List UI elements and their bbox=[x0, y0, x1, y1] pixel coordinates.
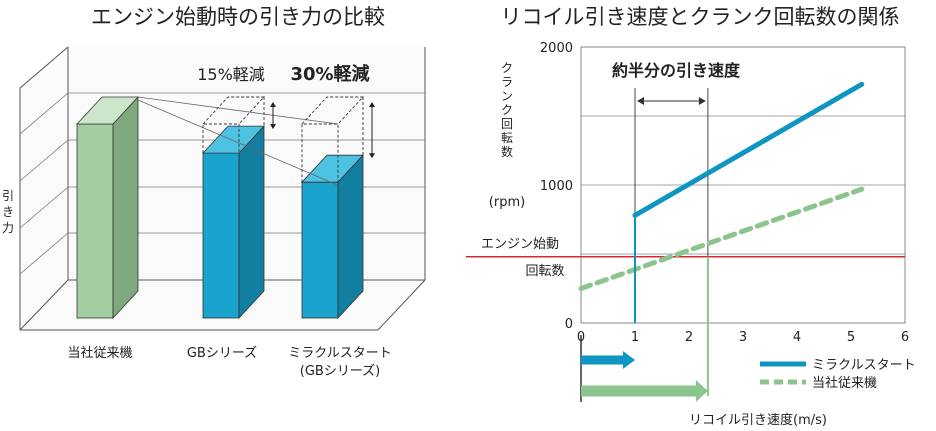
x-tick-label: 3 bbox=[739, 330, 747, 345]
line-chart-series bbox=[578, 81, 865, 396]
line-chart-speed-arrows bbox=[580, 335, 708, 402]
x-tick-label: 4 bbox=[793, 330, 801, 345]
legend-label: ミラクルスタート bbox=[812, 358, 916, 373]
bar-front bbox=[301, 181, 339, 319]
svg-text:き: き bbox=[2, 205, 14, 219]
bar-grid-side bbox=[19, 232, 69, 275]
bar-connector bbox=[137, 99, 339, 186]
bar-side bbox=[112, 95, 139, 320]
svg-text:ク: ク bbox=[501, 103, 513, 117]
bar-annotation-label: 30%軽減 bbox=[290, 63, 369, 85]
svg-text:力: 力 bbox=[2, 221, 14, 235]
threshold-label-2: 回転数 bbox=[525, 264, 564, 279]
series-line bbox=[578, 186, 865, 291]
bar-ghost-outline bbox=[301, 96, 365, 183]
line-chart-xlabel: リコイル引き速度(m/s) bbox=[689, 412, 827, 428]
bar-front bbox=[202, 152, 240, 319]
bar-grid-side bbox=[19, 139, 69, 182]
bar-annotation-label: 15%軽減 bbox=[197, 65, 265, 84]
speed-arrow bbox=[581, 380, 708, 402]
bar-category-label: ミラクルスタート bbox=[288, 346, 392, 361]
bar-category-label: 当社従来機 bbox=[67, 345, 132, 361]
y-tick-label: 1000 bbox=[540, 179, 573, 194]
speed-arrow bbox=[581, 351, 635, 369]
bar-chart: エンジン始動時の引き力の比較 引 き 力 15%軽減 30%軽減 当社従来機 GBシ… bbox=[2, 5, 426, 379]
bar-top bbox=[301, 154, 364, 183]
line-chart: リコイル引き速度とクランク回転数の関係 ク ラ ン ク 回 転 数 (rpm) … bbox=[466, 5, 916, 428]
bar-grid-side bbox=[19, 92, 69, 135]
x-tick-label: 2 bbox=[685, 330, 693, 345]
series-line bbox=[632, 81, 865, 218]
bar-front bbox=[76, 123, 114, 319]
span-arrowhead bbox=[637, 97, 644, 105]
x-tick-label: 6 bbox=[901, 330, 909, 345]
svg-text:引: 引 bbox=[2, 189, 14, 203]
bar-category-label: (GBシリーズ) bbox=[300, 363, 381, 379]
x-tick-label: 5 bbox=[847, 330, 855, 345]
svg-text:回: 回 bbox=[501, 117, 513, 131]
svg-text:ン: ン bbox=[501, 89, 513, 103]
bar-arrowhead bbox=[369, 102, 375, 107]
line-chart-title: リコイル引き速度とクランク回転数の関係 bbox=[501, 5, 900, 29]
bar-side bbox=[238, 125, 265, 320]
bar-category-label: GBシリーズ bbox=[187, 345, 257, 361]
legend-label: 当社従来機 bbox=[812, 375, 877, 391]
bar-grid-side bbox=[19, 186, 69, 229]
bar-chart-title: エンジン始動時の引き力の比較 bbox=[91, 5, 385, 29]
bar-side bbox=[337, 154, 364, 320]
svg-text:数: 数 bbox=[501, 144, 513, 159]
line-chart-annotation: 約半分の引き速度 bbox=[612, 61, 741, 80]
y-tick-label: 0 bbox=[565, 317, 573, 332]
x-tick-label: 1 bbox=[631, 330, 639, 345]
bar-connector bbox=[137, 96, 339, 125]
svg-text:転: 転 bbox=[501, 131, 513, 145]
line-chart-ylabel: ク ラ ン ク 回 転 数 (rpm) bbox=[489, 61, 525, 210]
svg-text:ク: ク bbox=[501, 61, 513, 75]
bar-chart-bars bbox=[76, 95, 364, 320]
bar-arrowhead bbox=[369, 153, 375, 159]
y-tick-label: 2000 bbox=[540, 41, 573, 56]
bar-arrowhead bbox=[270, 102, 276, 107]
svg-text:ラ: ラ bbox=[501, 75, 513, 89]
line-chart-yunit: (rpm) bbox=[489, 195, 525, 210]
bar-chart-category-labels: 当社従来機 GBシリーズ ミラクルスタート (GBシリーズ) bbox=[67, 345, 391, 379]
bar-arrowhead bbox=[270, 124, 276, 130]
threshold-label: エンジン始動 bbox=[481, 237, 559, 252]
bar-chart-annotations: 15%軽減 30%軽減 bbox=[137, 63, 375, 186]
bar-ghost-outline bbox=[202, 96, 266, 154]
span-arrowhead bbox=[698, 97, 706, 105]
bar-chart-ylabel: 引 き 力 bbox=[2, 189, 14, 235]
